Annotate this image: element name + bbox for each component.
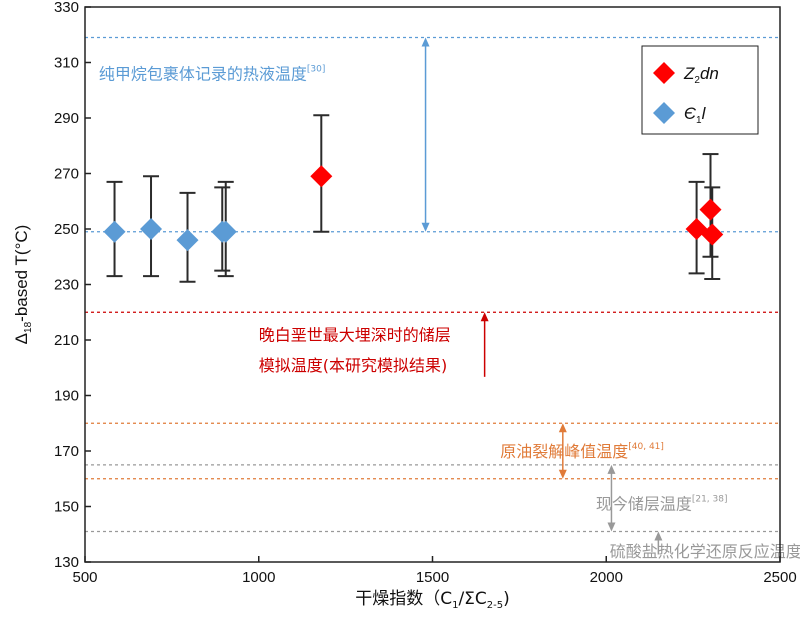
legend-marker (653, 102, 675, 124)
x-tick-label: 500 (72, 569, 97, 586)
data-point-diamond (310, 165, 333, 188)
y-tick-label: 330 (54, 0, 79, 16)
arrow-head (607, 464, 616, 474)
y-tick-label: 250 (54, 221, 79, 238)
annotation-text: 现今储层温度[21, 38] (596, 495, 728, 514)
y-tick-label: 170 (54, 443, 79, 460)
legend-marker (653, 62, 675, 84)
arrow-head (558, 423, 567, 433)
arrow-head (480, 312, 489, 322)
annotation-text: 模拟温度(本研究模拟结果) (259, 356, 448, 375)
y-tick-label: 290 (54, 110, 79, 127)
data-point-diamond (699, 198, 722, 221)
x-tick-label: 2500 (763, 569, 796, 586)
data-point-diamond (214, 220, 237, 243)
x-tick-label: 1000 (242, 569, 275, 586)
y-tick-label: 130 (54, 554, 79, 571)
y-tick-label: 230 (54, 277, 79, 294)
legend: Z2dn Є1l (641, 45, 759, 135)
axes: 500 1000 1500 2000 2500 130 150 170 190 210 230 250… (12, 0, 797, 611)
arrow-head (421, 37, 430, 47)
temperature-arrows (421, 37, 663, 555)
data-point-diamond (701, 223, 724, 246)
y-tick-label: 310 (54, 55, 79, 72)
y-tick-label: 190 (54, 388, 79, 405)
annotation-text: 硫酸盐热化学还原反应温度[34, 39] (610, 542, 800, 561)
x-tick-label: 1500 (416, 569, 449, 586)
x-tick-label: 2000 (590, 569, 623, 586)
arrow-head (558, 469, 567, 479)
data-point-diamond (176, 229, 199, 252)
y-tick-label: 210 (54, 332, 79, 349)
x-axis-label: 干燥指数（C1/ΣC2-5) (355, 589, 510, 611)
data-point-diamond (103, 220, 126, 243)
reference-lines (85, 36, 780, 533)
y-tick-label: 270 (54, 166, 79, 183)
arrow-head (607, 522, 616, 532)
data-point-diamond (140, 218, 163, 240)
annotation-text: 原油裂解峰值温度[40, 41] (500, 442, 664, 461)
data-points (103, 165, 724, 252)
arrow-head (421, 222, 430, 232)
arrow-head (654, 531, 663, 541)
y-axis-label: Δ18-based T(°C) (12, 225, 34, 345)
annotations: 纯甲烷包裹体记录的热液温度[30] 晚白垩世最大埋深时的储层模拟温度(本研究模拟结… (99, 65, 800, 561)
legend-label: Є1l (684, 104, 707, 126)
annotation-text: 晚白垩世最大埋深时的储层 (259, 325, 451, 344)
y-tick-label: 150 (54, 499, 79, 516)
legend-label: Z2dn (683, 64, 719, 86)
annotation-text: 纯甲烷包裹体记录的热液温度[30] (99, 65, 326, 84)
